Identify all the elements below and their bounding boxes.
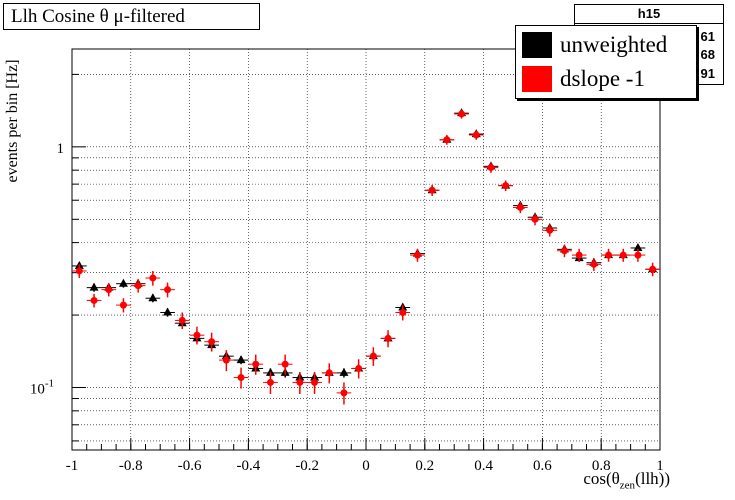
legend-swatch: [522, 32, 552, 58]
data-point: [265, 367, 275, 376]
data-point: [633, 242, 643, 251]
x-axis-title-suffix: (llh)): [635, 469, 670, 488]
data-point: [164, 286, 172, 294]
data-series: [72, 108, 660, 405]
x-tick-label: -0.6: [178, 458, 202, 474]
data-point: [458, 110, 466, 118]
data-point: [619, 251, 627, 259]
axes: -1 -0.8 -0.6 -0.4 -0.2 0 0.2 0.4 0.6 0.8 1 10-1 1: [30, 73, 664, 474]
x-tick-label: -0.2: [295, 458, 319, 474]
data-point: [222, 356, 230, 364]
data-point: [163, 307, 173, 316]
data-point: [118, 278, 128, 287]
data-point: [339, 367, 349, 376]
x-axis-title: cos(θzen(llh)): [530, 469, 670, 491]
stats-title: h15: [575, 5, 723, 24]
legend-label: unweighted: [560, 32, 668, 57]
stats-value: 61: [700, 29, 715, 44]
data-point: [355, 364, 363, 372]
data-point: [502, 182, 510, 190]
y-tick-label: 10-1: [30, 378, 54, 398]
data-point: [178, 316, 186, 324]
data-point: [311, 378, 319, 386]
x-tick-label: 0.4: [474, 458, 493, 474]
data-point: [605, 251, 613, 259]
x-tick-label: 1: [656, 458, 664, 474]
legend-entry: unweighted: [522, 30, 667, 60]
data-point: [575, 251, 583, 259]
data-point: [413, 251, 421, 259]
y-axis-title: events per bin [Hz]: [4, 59, 21, 183]
chart-title: Llh Cosine θ μ-filtered: [3, 3, 260, 30]
data-point: [649, 265, 657, 273]
data-point: [428, 186, 436, 194]
x-tick-label: -0.4: [237, 458, 261, 474]
x-axis-title-subscript: zen: [619, 479, 636, 492]
data-point: [296, 378, 304, 386]
legend-entry: dslope -1: [522, 64, 645, 94]
x-tick-label: 0.8: [592, 458, 611, 474]
data-point: [531, 215, 539, 223]
data-point: [266, 378, 274, 386]
data-point: [252, 360, 260, 368]
x-tick-label: -1: [66, 458, 79, 474]
stats-value: 91: [700, 66, 715, 81]
data-point: [75, 267, 83, 275]
data-point: [516, 203, 524, 211]
data-point: [325, 369, 333, 377]
legend: unweighted dslope -1: [515, 25, 697, 99]
data-point: [208, 338, 216, 346]
series-dslope-1: [72, 109, 660, 405]
data-point: [590, 260, 598, 268]
series-unweighted: [72, 108, 660, 383]
data-point: [634, 251, 642, 259]
x-tick-label: -0.8: [119, 458, 143, 474]
x-tick-label: 0.2: [415, 458, 434, 474]
data-point: [105, 286, 113, 294]
data-point: [193, 331, 201, 339]
data-point: [546, 226, 554, 234]
data-point: [237, 374, 245, 382]
stats-value: 68: [700, 47, 715, 62]
x-axis-title-prefix: cos(θ: [583, 469, 620, 488]
data-point: [89, 282, 99, 291]
data-point: [119, 301, 127, 309]
y-tick-label-exponent: -1: [45, 378, 54, 390]
legend-label: dslope -1: [560, 66, 645, 91]
data-point: [236, 355, 246, 364]
data-point: [149, 274, 157, 282]
legend-swatch: [522, 66, 552, 92]
data-point: [384, 334, 392, 342]
data-point: [340, 389, 348, 397]
data-point: [443, 136, 451, 144]
data-point: [399, 308, 407, 316]
data-point: [281, 360, 289, 368]
y-tick-label: 1: [57, 141, 65, 157]
data-point: [369, 352, 377, 360]
data-point: [148, 293, 158, 302]
data-point: [472, 131, 480, 139]
x-tick-label: 0: [362, 458, 370, 474]
x-tick-label: 0.6: [533, 458, 552, 474]
data-point: [487, 164, 495, 172]
data-point: [560, 247, 568, 255]
data-point: [90, 296, 98, 304]
data-point: [134, 282, 142, 290]
